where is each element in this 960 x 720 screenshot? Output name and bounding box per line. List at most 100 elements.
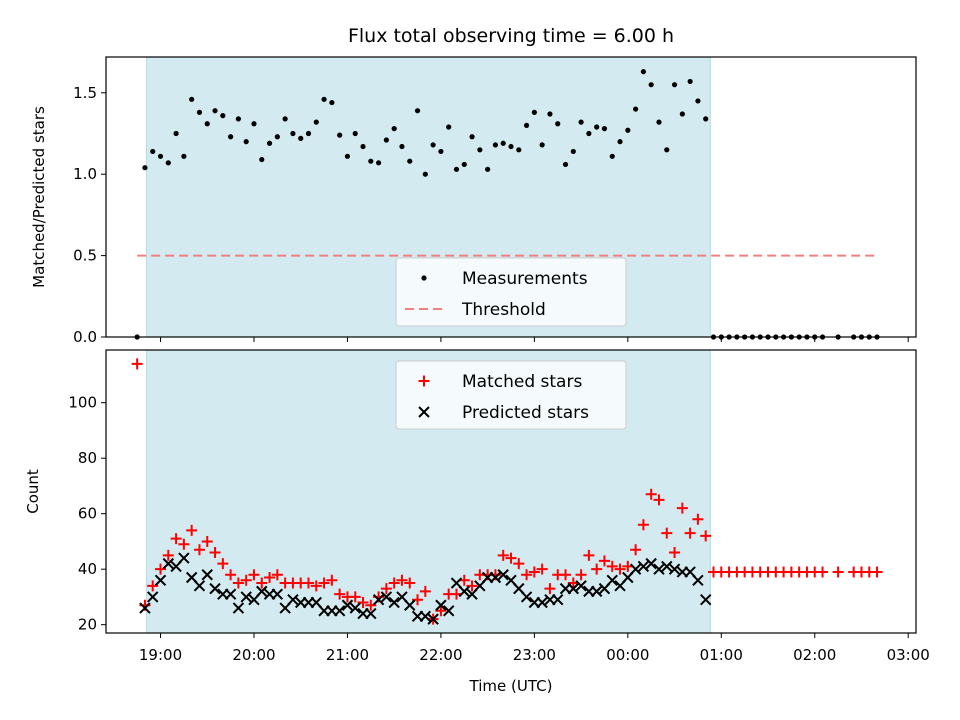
predicted-stars-point <box>178 552 190 564</box>
measurements-point <box>679 111 685 117</box>
predicted-stars-point <box>489 571 502 584</box>
matched-stars-point <box>560 569 572 581</box>
matched-stars-point <box>653 494 665 506</box>
matched-stars-point <box>232 577 244 589</box>
predicted-stars-point <box>536 596 548 609</box>
measurements-point <box>477 147 483 153</box>
predicted-stars-point <box>372 593 385 606</box>
predicted-stars-point <box>341 599 354 611</box>
predicted-stars-point <box>419 610 432 623</box>
y-axis-label: Count <box>24 469 42 514</box>
top-panel: 0.0 0.5 1.0 1.5 Matched/Predicted stars Measu… <box>30 56 917 346</box>
measurements-point <box>687 78 693 85</box>
predicted-stars-point <box>520 591 533 603</box>
measurements-point <box>243 139 249 145</box>
measurements-point <box>220 113 226 119</box>
measurements-point <box>633 106 639 112</box>
y-tick-label: 80 <box>78 449 97 467</box>
matched-stars-point <box>466 580 478 592</box>
measurements-point <box>555 121 561 127</box>
measurements-point <box>625 127 631 133</box>
predicted-stars-point <box>590 585 603 598</box>
legend-box <box>395 257 627 327</box>
measurements-point <box>368 158 374 164</box>
measurements-point <box>492 142 499 148</box>
x-tick-label: 19:00 <box>139 646 182 664</box>
matched-stars-point <box>256 577 268 589</box>
matched-stars-point <box>240 574 252 586</box>
matched-stars-point <box>310 580 322 592</box>
y-tick-label: 60 <box>78 505 97 523</box>
matched-stars-point <box>544 583 556 595</box>
measurements-point <box>516 147 522 153</box>
predicted-stars-point <box>567 582 580 595</box>
measurements-point <box>562 161 569 168</box>
predicted-stars-point <box>240 591 252 603</box>
matched-stars-point <box>209 547 221 559</box>
measurements-point <box>150 148 156 155</box>
matched-stars-point <box>217 558 229 570</box>
matched-stars-point <box>513 558 525 570</box>
legend: Measurements Threshold <box>395 257 627 327</box>
predicted-stars-point <box>700 593 712 606</box>
predicted-stars-point <box>404 599 416 611</box>
matched-stars-point <box>591 563 603 575</box>
matched-stars-point <box>684 527 696 539</box>
predicted-stars-point <box>629 563 642 575</box>
matched-stars-point <box>264 572 276 584</box>
measurements-point <box>360 143 366 150</box>
matched-stars-point <box>131 358 143 370</box>
measurements-point <box>656 119 662 125</box>
measurements-point <box>204 121 210 127</box>
measurements-point <box>446 124 452 130</box>
matched-stars-point <box>248 569 260 581</box>
measurements-point <box>500 140 506 146</box>
matched-stars-point <box>318 577 330 589</box>
x-tick-label: 01:00 <box>700 646 743 664</box>
predicted-stars-point <box>653 563 665 575</box>
matched-stars-point <box>349 591 361 603</box>
x-axis-label: Time (UTC) <box>469 677 553 695</box>
matched-stars-point <box>147 580 159 592</box>
matched-stars-point <box>832 566 844 578</box>
measurements-point <box>664 147 670 153</box>
measurements-point <box>282 116 288 122</box>
predicted-stars-point <box>661 560 673 573</box>
predicted-stars-point <box>271 588 284 600</box>
matched-stars-point <box>614 563 626 575</box>
measurements-point <box>648 82 654 88</box>
x-tick-label: 00:00 <box>606 646 649 664</box>
measurements-point <box>157 153 164 159</box>
x-tick-label: 22:00 <box>419 646 462 664</box>
matched-stars-point <box>334 588 346 600</box>
bottom-panel: 20 40 60 80 100 19:00 20:00 21:00 22:00 23:00 00:0… <box>24 349 930 664</box>
predicted-stars-point <box>668 563 681 575</box>
predicted-stars-point <box>637 560 650 573</box>
predicted-stars-point <box>442 605 455 617</box>
legend-swatch <box>418 406 430 418</box>
measurements-point <box>196 109 203 115</box>
predicted-stars-point <box>224 588 237 600</box>
matched-stars-point <box>583 549 595 561</box>
matched-stars-point <box>645 488 657 500</box>
matched-stars-point <box>521 569 533 581</box>
predicted-stars-point <box>645 557 657 570</box>
matched-stars-point <box>162 549 174 561</box>
measurements-point <box>695 98 701 104</box>
matched-stars-point <box>388 577 400 589</box>
matched-stars-point <box>669 547 681 559</box>
predicted-stars-point <box>458 585 470 598</box>
measurements-point <box>321 96 327 102</box>
predicted-stars-point <box>349 602 361 614</box>
measurements-point <box>228 134 234 140</box>
matched-stars-point <box>630 544 642 556</box>
measurements-point <box>617 139 623 145</box>
measurements-point <box>235 116 242 122</box>
y-tick-label: 0.0 <box>73 328 97 346</box>
predicted-stars-point <box>287 593 299 606</box>
measurements-point <box>407 158 413 164</box>
matched-stars-point <box>817 566 829 578</box>
matched-stars-point <box>661 527 673 539</box>
measurements-point <box>523 122 530 128</box>
